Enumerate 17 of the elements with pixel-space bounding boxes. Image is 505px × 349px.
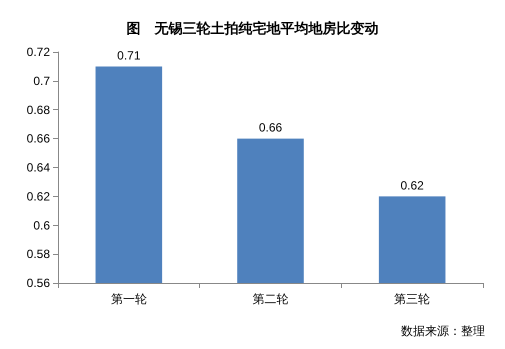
y-tick-label: 0.68 <box>26 102 50 117</box>
y-tick-label: 0.72 <box>26 45 50 59</box>
y-tick-label: 0.64 <box>26 160 50 174</box>
y-tick-label: 0.7 <box>33 74 50 88</box>
chart-title: 图 无锡三轮土拍纯宅地平均地房比变动 <box>126 20 378 36</box>
source-note: 数据来源：整理 <box>401 324 485 338</box>
data-label: 0.62 <box>400 178 424 192</box>
x-tick-label: 第二轮 <box>252 292 288 306</box>
y-tick-label: 0.56 <box>26 276 50 290</box>
x-tick-label: 第三轮 <box>394 292 430 306</box>
y-tick-label: 0.58 <box>26 247 50 262</box>
data-label: 0.71 <box>117 48 141 62</box>
data-label: 0.66 <box>258 120 282 135</box>
y-tick-label: 0.6 <box>33 218 50 232</box>
y-tick-label: 0.66 <box>26 132 50 146</box>
x-tick-label: 第一轮 <box>110 292 147 306</box>
y-tick-label: 0.62 <box>26 189 50 204</box>
